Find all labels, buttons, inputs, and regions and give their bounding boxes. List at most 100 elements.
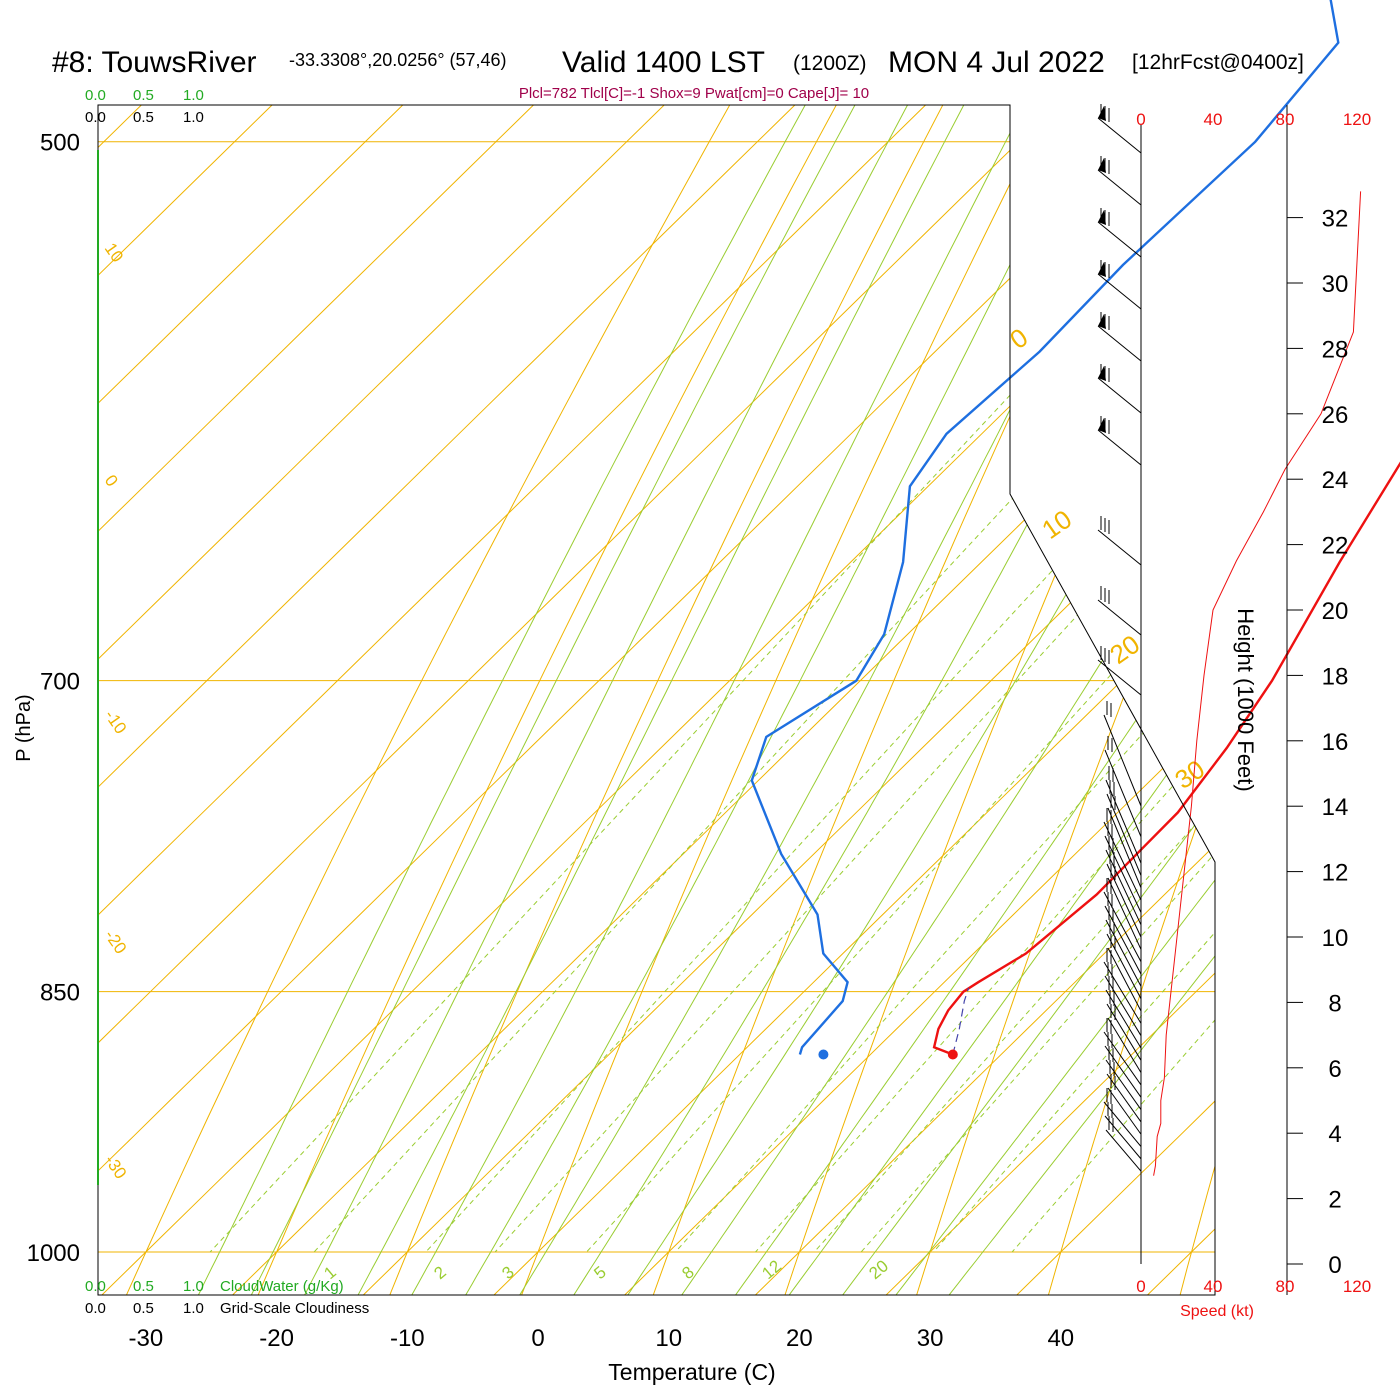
- isotherm-label: 10: [101, 239, 127, 265]
- axis-labels: 2503004005007008501000-30-20-10010203040…: [27, 105, 1371, 1352]
- moist-adiabat-line: [897, 105, 1215, 1295]
- wind-barb-pennant: [1098, 210, 1106, 225]
- wind-barb: [1105, 906, 1142, 987]
- wind-barbs: [1097, 104, 1142, 1172]
- wind-barb: [1105, 976, 1142, 1049]
- wind-barb: [1103, 808, 1142, 901]
- wind-barb: [1097, 586, 1142, 636]
- wind-barb-pennant: [1098, 262, 1106, 277]
- speed-top-tick-label: 80: [1276, 110, 1295, 129]
- dewpoint-profile: [750, 0, 1340, 1055]
- wind-barb: [1107, 934, 1142, 1012]
- height-tick-label: 10: [1322, 925, 1349, 952]
- wind-barb: [1107, 794, 1142, 889]
- wind-barb: [1106, 920, 1142, 999]
- wind-barb-staff: [1106, 1073, 1142, 1123]
- cloud-top-tick: 0.5: [133, 87, 154, 104]
- pressure-tick-label: 700: [40, 669, 80, 696]
- wind-barb: [1105, 1046, 1142, 1110]
- moist-adiabat-line: [740, 105, 1215, 1295]
- mixing-ratio-line: [860, 105, 1215, 1253]
- moist-adiabat-line: [426, 105, 1215, 1295]
- wind-barb-staff: [1103, 1101, 1142, 1147]
- cloud-top-tick: 1.0: [183, 109, 204, 126]
- surface-temperature-dot: [947, 1049, 958, 1060]
- moist-adiabat-line: [217, 105, 1215, 1295]
- isotherm-line: [98, 105, 1215, 1295]
- wind-barb-staff: [1106, 793, 1142, 876]
- moist-adiabat-line: [845, 105, 1215, 1295]
- cloudiness-bottom-axis: 0.0 0.5 1.0 Grid-Scale Cloudiness: [85, 1300, 369, 1317]
- moist-adiabat-line: [792, 105, 1215, 1295]
- speed-top-tick-label: 120: [1343, 110, 1371, 129]
- wind-barb: [1106, 850, 1142, 938]
- valid-date: MON 4 Jul 2022: [888, 46, 1105, 79]
- isotherm-label: 20: [1104, 629, 1145, 670]
- wind-barb-staff: [1105, 849, 1142, 926]
- x-axis-title: Temperature (C): [608, 1359, 775, 1385]
- wind-barb-pennant: [1098, 314, 1106, 329]
- cloud-top-tick: 0.0: [85, 87, 106, 104]
- speed-top-tick-label: 0: [1136, 110, 1145, 129]
- wind-barb-staff: [1106, 863, 1142, 938]
- mixing-ratio-line: [425, 105, 1215, 1253]
- wind-barb-staff: [1097, 377, 1142, 414]
- moist-adiabat-line: [479, 105, 1215, 1295]
- height-tick-label: 28: [1322, 336, 1349, 363]
- y-axis-title: P (hPa): [13, 694, 35, 761]
- mixing-ratio-line: [586, 105, 1215, 1253]
- speed-top-tick-label: 40: [1204, 110, 1223, 129]
- wind-barb-staff: [1097, 599, 1142, 636]
- wind-barb-staff: [1104, 975, 1142, 1036]
- cloudwater-axis-label: CloudWater (g/Kg): [220, 1278, 344, 1295]
- temperature-profile: [932, 461, 1400, 1056]
- temperature-tick-label: -20: [259, 1325, 294, 1352]
- cloud-bottom-tick: 0.5: [133, 1278, 154, 1295]
- isotherm-label: -20: [101, 926, 131, 957]
- temperature-tick-label: 20: [786, 1325, 813, 1352]
- station-coords: -33.3308°,20.0256° (57,46): [289, 50, 507, 70]
- wind-barb: [1103, 948, 1142, 1024]
- temperature-tick-label: 40: [1047, 1325, 1074, 1352]
- height-tick-label: 6: [1328, 1056, 1341, 1083]
- mixing-ratio-label: 12: [758, 1256, 785, 1283]
- isotherm-line: [98, 105, 1215, 1295]
- sounding-profiles: [750, 0, 1400, 1176]
- isotherm-label: 10: [1036, 504, 1077, 545]
- wind-barb-staff: [1104, 1045, 1142, 1098]
- cloudiness-top-ticks: 0.0 0.5 1.0: [85, 109, 204, 126]
- speed-bottom-tick-label: 120: [1343, 1277, 1371, 1296]
- wind-barb: [1104, 892, 1142, 975]
- dry-adiabat-line: [98, 105, 1215, 1295]
- wind-barb: [1105, 1116, 1142, 1172]
- wind-barb-staff: [1097, 273, 1142, 310]
- wind-barb: [1104, 1102, 1142, 1160]
- cloudwater-bottom-axis: 0.0 0.5 1.0 CloudWater (g/Kg): [85, 1278, 344, 1295]
- wind-barb: [1107, 864, 1142, 950]
- cloud-bottom-tick: 0.0: [85, 1300, 106, 1317]
- speed-axis-title: Speed (kt): [1180, 1303, 1254, 1320]
- isotherm-label: 0: [1004, 322, 1033, 355]
- isotherm-line: [98, 105, 1215, 1295]
- wind-barb-pennant: [1098, 418, 1106, 433]
- wind-barb-staff: [1107, 877, 1142, 950]
- height-tick-label: 20: [1322, 598, 1349, 625]
- height-tick-label: 12: [1322, 860, 1349, 887]
- isotherm-line: [557, 105, 1215, 1295]
- height-tick-label: 0: [1328, 1252, 1341, 1279]
- wind-barb: [1097, 104, 1142, 154]
- temperature-tick-label: -10: [390, 1325, 425, 1352]
- wind-barb-staff: [1097, 169, 1142, 206]
- wind-barb: [1103, 1018, 1142, 1086]
- height-tick-label: 26: [1322, 402, 1349, 429]
- cloud-top-tick: 1.0: [183, 87, 204, 104]
- wind-barb-staff: [1106, 1003, 1142, 1061]
- height-tick-label: 8: [1328, 990, 1341, 1017]
- mixing-ratio-line: [813, 105, 1215, 1253]
- cloud-top-tick: 0.0: [85, 109, 106, 126]
- dry-adiabat-line: [230, 105, 1215, 1295]
- wind-barb-staff: [1104, 749, 1142, 837]
- cloud-bottom-tick: 0.0: [85, 1278, 106, 1295]
- height-tick-label: 30: [1322, 271, 1349, 298]
